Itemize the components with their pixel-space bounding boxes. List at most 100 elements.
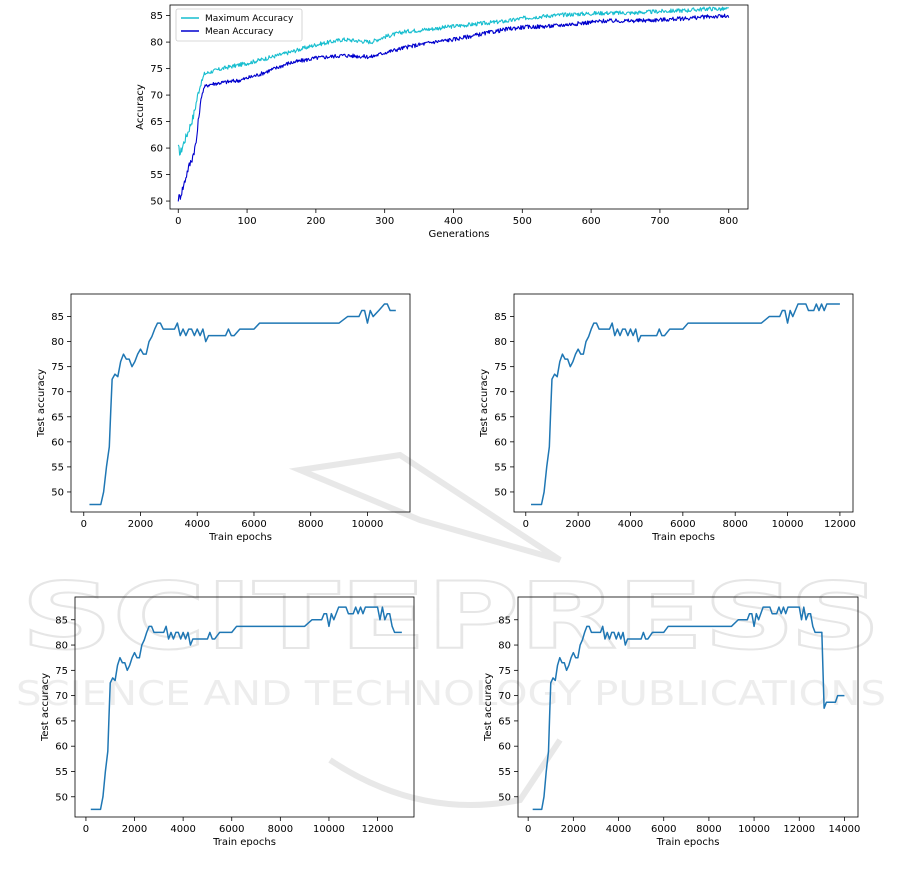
y-axis-label: Accuracy [135, 84, 146, 130]
y-tick-label: 70 [494, 387, 507, 398]
x-tick-label: 0 [525, 824, 531, 835]
y-tick-label: 55 [498, 767, 511, 778]
watermark-subtitle: SCIENCE AND TECHNOLOGY PUBLICATIONS [16, 674, 886, 714]
x-tick-label: 4000 [170, 824, 195, 835]
x-tick-label: 8000 [696, 824, 721, 835]
x-tick-label: 14000 [829, 824, 861, 835]
x-tick-label: 10000 [352, 519, 384, 530]
series-line-1 [177, 13, 730, 202]
chart-test-accuracy-4: 0 2000 4000 6000 8000 10000 12000 14000 50 55 60 65… [483, 596, 861, 848]
x-tick-label: 0 [175, 216, 181, 227]
chart-test-accuracy-3: 0 2000 4000 6000 8000 10000 12000 50 55 60 65 70 75 8… [40, 596, 415, 848]
plot-frame [70, 293, 411, 513]
chart-test-accuracy-1: 0 2000 4000 6000 8000 10000 50 55 60 65 70 75 80 85 T… [36, 293, 411, 543]
y-tick-label: 55 [494, 462, 507, 473]
y-tick-label: 50 [494, 487, 507, 498]
y-tick-label: 65 [150, 117, 163, 128]
x-tick-label: 0 [523, 519, 529, 530]
y-tick-label: 85 [51, 312, 64, 323]
y-tick-label: 80 [55, 641, 68, 652]
chart-generations: 0 100 200 300 400 500 600 700 800 50 55 60 65 70 75 80 8… [135, 4, 749, 240]
y-tick-label: 60 [498, 742, 511, 753]
x-tick-label: 8000 [268, 824, 293, 835]
y-tick-label: 60 [150, 144, 163, 155]
y-tick-label: 50 [51, 487, 64, 498]
y-tick-label: 80 [498, 641, 511, 652]
x-tick-label: 400 [444, 216, 463, 227]
x-tick-label: 300 [375, 216, 394, 227]
watermark-title: SCITEPRESS [21, 563, 881, 670]
plot-frame [513, 293, 854, 513]
y-tick-label: 85 [55, 615, 68, 626]
x-tick-label: 4000 [185, 519, 210, 530]
x-axis-label: Train epochs [651, 532, 715, 543]
y-tick-label: 75 [494, 362, 507, 373]
y-axis-label: Test accuracy [36, 369, 47, 438]
y-tick-label: 85 [498, 615, 511, 626]
x-tick-label: 0 [83, 824, 89, 835]
watermark-logo-shape [288, 451, 562, 563]
series-line-0 [177, 6, 729, 156]
chart-test-accuracy-2: 0 2000 4000 6000 8000 10000 12000 50 55 60 65 70 75 8… [479, 293, 856, 543]
x-tick-label: 2000 [565, 519, 590, 530]
x-tick-label: 600 [582, 216, 601, 227]
plot-frame [74, 596, 415, 818]
x-tick-label: 12000 [824, 519, 856, 530]
x-tick-label: 100 [238, 216, 257, 227]
legend-box [175, 8, 303, 42]
y-tick-label: 70 [55, 691, 68, 702]
x-tick-label: 12000 [783, 824, 815, 835]
y-tick-label: 65 [494, 412, 507, 423]
y-tick-label: 75 [150, 64, 163, 75]
x-tick-label: 800 [719, 216, 738, 227]
y-tick-label: 50 [150, 197, 163, 208]
x-tick-label: 200 [306, 216, 325, 227]
y-axis-label: Test accuracy [40, 673, 51, 742]
x-tick-label: 700 [650, 216, 669, 227]
series-line-0 [532, 606, 845, 811]
x-tick-label: 2000 [561, 824, 586, 835]
x-axis-label: Train epochs [212, 837, 276, 848]
y-tick-label: 65 [498, 716, 511, 727]
y-tick-label: 65 [55, 716, 68, 727]
x-axis-label: Train epochs [656, 837, 720, 848]
y-tick-label: 55 [51, 462, 64, 473]
x-tick-label: 500 [513, 216, 532, 227]
x-tick-label: 4000 [618, 519, 643, 530]
y-axis-label: Test accuracy [483, 673, 494, 742]
x-tick-label: 4000 [606, 824, 631, 835]
legend: Maximum Accuracy Mean Accuracy [175, 8, 303, 42]
x-tick-label: 6000 [651, 824, 676, 835]
series-line-0 [90, 606, 402, 811]
x-tick-label: 6000 [670, 519, 695, 530]
x-axis-label: Generations [429, 229, 490, 240]
x-tick-label: 2000 [122, 824, 147, 835]
plot-frame [517, 596, 859, 818]
y-tick-label: 50 [498, 792, 511, 803]
y-tick-label: 65 [51, 412, 64, 423]
y-tick-label: 80 [51, 337, 64, 348]
y-tick-label: 75 [55, 666, 68, 677]
x-tick-label: 2000 [128, 519, 153, 530]
y-tick-label: 85 [150, 11, 163, 22]
x-tick-label: 10000 [738, 824, 770, 835]
x-tick-label: 10000 [313, 824, 345, 835]
y-tick-label: 60 [494, 437, 507, 448]
y-tick-label: 50 [55, 792, 68, 803]
y-tick-label: 55 [55, 767, 68, 778]
x-tick-label: 6000 [241, 519, 266, 530]
x-axis-label: Train epochs [208, 532, 272, 543]
x-tick-label: 0 [81, 519, 87, 530]
legend-label-mean: Mean Accuracy [205, 27, 274, 37]
y-tick-label: 75 [498, 666, 511, 677]
y-tick-label: 70 [498, 691, 511, 702]
y-tick-label: 80 [494, 337, 507, 348]
y-tick-label: 80 [150, 38, 163, 49]
y-tick-label: 55 [150, 170, 163, 181]
y-tick-label: 70 [51, 387, 64, 398]
x-tick-label: 8000 [722, 519, 747, 530]
y-tick-label: 70 [150, 91, 163, 102]
x-tick-label: 6000 [219, 824, 244, 835]
watermark-logo-swoosh [328, 738, 563, 808]
